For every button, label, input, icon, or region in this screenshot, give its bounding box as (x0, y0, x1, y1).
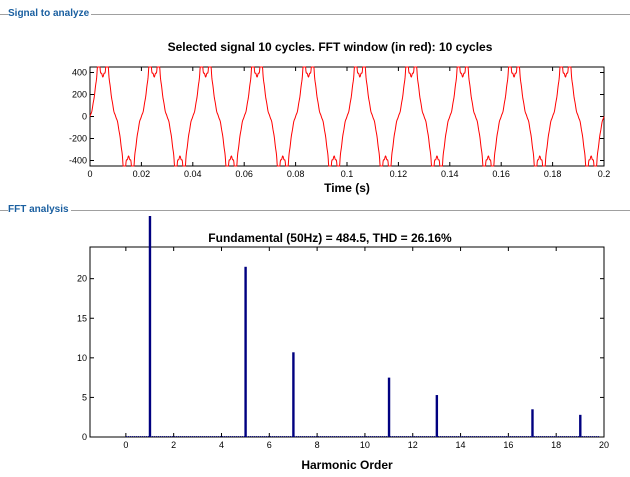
fft-ytick-label: 5 (82, 392, 87, 402)
fft-xtick-label: 12 (408, 440, 418, 450)
fft-bar (292, 352, 295, 437)
signal-xtick-label: 0.1 (341, 169, 354, 179)
fft-xtick-label: 14 (456, 440, 466, 450)
fft-ytick-label: 20 (77, 274, 87, 284)
signal-xtick-label: 0.02 (133, 169, 151, 179)
signal-xtick-label: 0.14 (441, 169, 459, 179)
fft-plot-frame (89, 246, 605, 438)
fft-ytick-label: 15 (77, 313, 87, 323)
signal-xtick-label: 0.18 (544, 169, 562, 179)
fft-chart-title: Fundamental (50Hz) = 484.5, THD = 26.16% (208, 231, 452, 245)
signal-chart-xlabel: Time (s) (324, 181, 370, 195)
signal-ytick-label: -400 (69, 156, 87, 166)
fft-bar (435, 395, 439, 437)
signal-xtick-label: 0 (87, 169, 92, 179)
fft-xtick-label: 20 (599, 440, 609, 450)
fft-bar (387, 377, 391, 437)
signal-xtick-label: 0.12 (390, 169, 408, 179)
signal-ytick-label: -200 (69, 134, 87, 144)
fft-ytick-label: 10 (77, 353, 87, 363)
fft-xtick-label: 16 (503, 440, 513, 450)
signal-waveform-line (89, 66, 605, 167)
fft-xtick-label: 0 (123, 440, 128, 450)
fft-ytick-label: 0 (82, 432, 87, 442)
fft-xtick-label: 6 (267, 440, 272, 450)
fft-group-label: FFT analysis (8, 204, 71, 216)
fft-bar (148, 216, 152, 437)
signal-group-label: Signal to analyze (8, 8, 92, 20)
fft-bar (579, 414, 582, 437)
signal-xtick-label: 0.06 (235, 169, 253, 179)
fft-xtick-label: 8 (315, 440, 320, 450)
fft-xtick-label: 10 (360, 440, 370, 450)
signal-xtick-label: 0.2 (598, 169, 611, 179)
signal-xtick-label: 0.08 (287, 169, 305, 179)
fft-chart-xlabel: Harmonic Order (301, 458, 393, 472)
signal-xtick-label: 0.04 (184, 169, 202, 179)
fft-xtick-label: 2 (171, 440, 176, 450)
signal-group-border (0, 14, 630, 16)
signal-ytick-label: 200 (72, 90, 87, 100)
fft-bar (244, 266, 247, 437)
fft-xtick-label: 4 (219, 440, 224, 450)
signal-ytick-label: 400 (72, 68, 87, 78)
signal-xtick-label: 0.16 (492, 169, 510, 179)
fft-xtick-label: 18 (551, 440, 561, 450)
signal-chart-title: Selected signal 10 cycles. FFT window (i… (167, 40, 493, 54)
signal-ytick-label: 0 (82, 112, 87, 122)
fft-bar (531, 409, 534, 437)
fft-group-border (0, 210, 630, 212)
